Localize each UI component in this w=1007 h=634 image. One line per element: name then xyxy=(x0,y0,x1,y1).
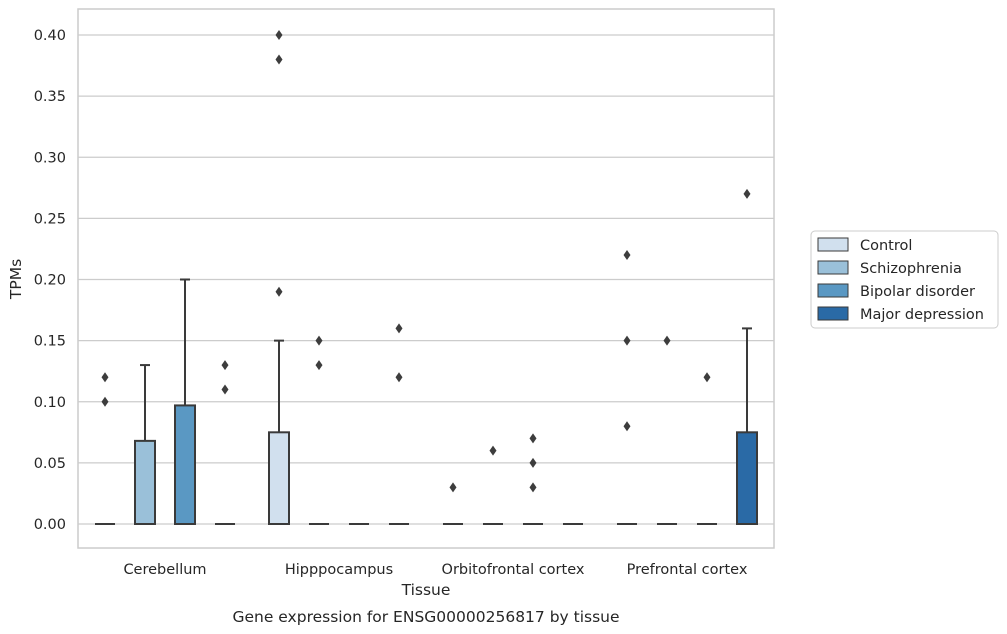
y-tick-label: 0.40 xyxy=(34,28,66,44)
outlier-point xyxy=(395,372,403,383)
box-rect xyxy=(736,431,758,525)
legend-label: Bipolar disorder xyxy=(860,284,975,300)
outlier-point xyxy=(529,457,537,468)
outlier-point xyxy=(101,396,109,407)
legend-swatch xyxy=(817,283,849,298)
x-tick-label: Cerebellum xyxy=(123,562,206,578)
box-control xyxy=(268,339,290,525)
outlier-point xyxy=(489,445,497,456)
x-tick-label: Prefrontal cortex xyxy=(627,562,748,578)
outlier-point xyxy=(101,372,109,383)
x-tick-label: Orbitofrontal cortex xyxy=(442,562,585,578)
legend-label: Schizophrenia xyxy=(860,261,962,277)
x-tick-label: Hipppocampus xyxy=(285,562,393,578)
outlier-point xyxy=(529,482,537,493)
y-tick-label: 0.30 xyxy=(34,150,66,166)
outlier-point xyxy=(623,421,631,432)
box-rect xyxy=(174,404,196,526)
legend-swatch xyxy=(817,237,849,252)
chart-title: Gene expression for ENSG00000256817 by t… xyxy=(232,608,619,626)
outlier-point xyxy=(221,360,229,371)
outlier-marks xyxy=(101,30,751,493)
outlier-point xyxy=(315,335,323,346)
y-tick-label: 0.35 xyxy=(34,89,66,105)
y-tick-label: 0.00 xyxy=(34,517,66,533)
plot-area-frame xyxy=(77,8,775,549)
outlier-point xyxy=(449,482,457,493)
outlier-point xyxy=(275,286,283,297)
legend-swatch xyxy=(817,260,849,275)
box-rect xyxy=(268,431,290,525)
x-axis-label: Tissue xyxy=(401,581,451,599)
box-major-depression xyxy=(736,327,758,525)
outlier-point xyxy=(703,372,711,383)
outlier-point xyxy=(395,323,403,334)
outlier-point xyxy=(315,360,323,371)
box-rect xyxy=(134,439,156,525)
legend-label: Control xyxy=(860,238,912,254)
outlier-point xyxy=(221,384,229,395)
y-tick-label: 0.25 xyxy=(34,211,66,227)
y-tick-label: 0.10 xyxy=(34,395,66,411)
y-axis-label: TPMs xyxy=(7,259,25,300)
legend-frame xyxy=(810,230,999,329)
box-bipolar-disorder xyxy=(174,278,196,526)
y-tick-label: 0.15 xyxy=(34,334,66,350)
outlier-point xyxy=(743,188,751,199)
outlier-point xyxy=(275,54,283,65)
box-plot-marks xyxy=(95,278,758,526)
outlier-point xyxy=(529,433,537,444)
legend-label: Major depression xyxy=(860,307,984,323)
legend: Control Schizophrenia Bipolar disorder Majo… xyxy=(810,230,999,329)
legend-swatch xyxy=(817,306,849,321)
outlier-point xyxy=(663,335,671,346)
y-tick-label: 0.20 xyxy=(34,273,66,289)
y-axis-ticks: 0.00 0.05 0.10 0.15 0.20 0.25 0.30 0.35 0.40 xyxy=(34,28,66,533)
y-tick-label: 0.05 xyxy=(34,456,66,472)
outlier-point xyxy=(275,30,283,40)
outlier-point xyxy=(623,335,631,346)
box-schizophrenia xyxy=(134,364,156,525)
x-axis-ticks: Cerebellum Hipppocampus Orbitofrontal cort… xyxy=(123,562,747,578)
outlier-point xyxy=(623,250,631,261)
